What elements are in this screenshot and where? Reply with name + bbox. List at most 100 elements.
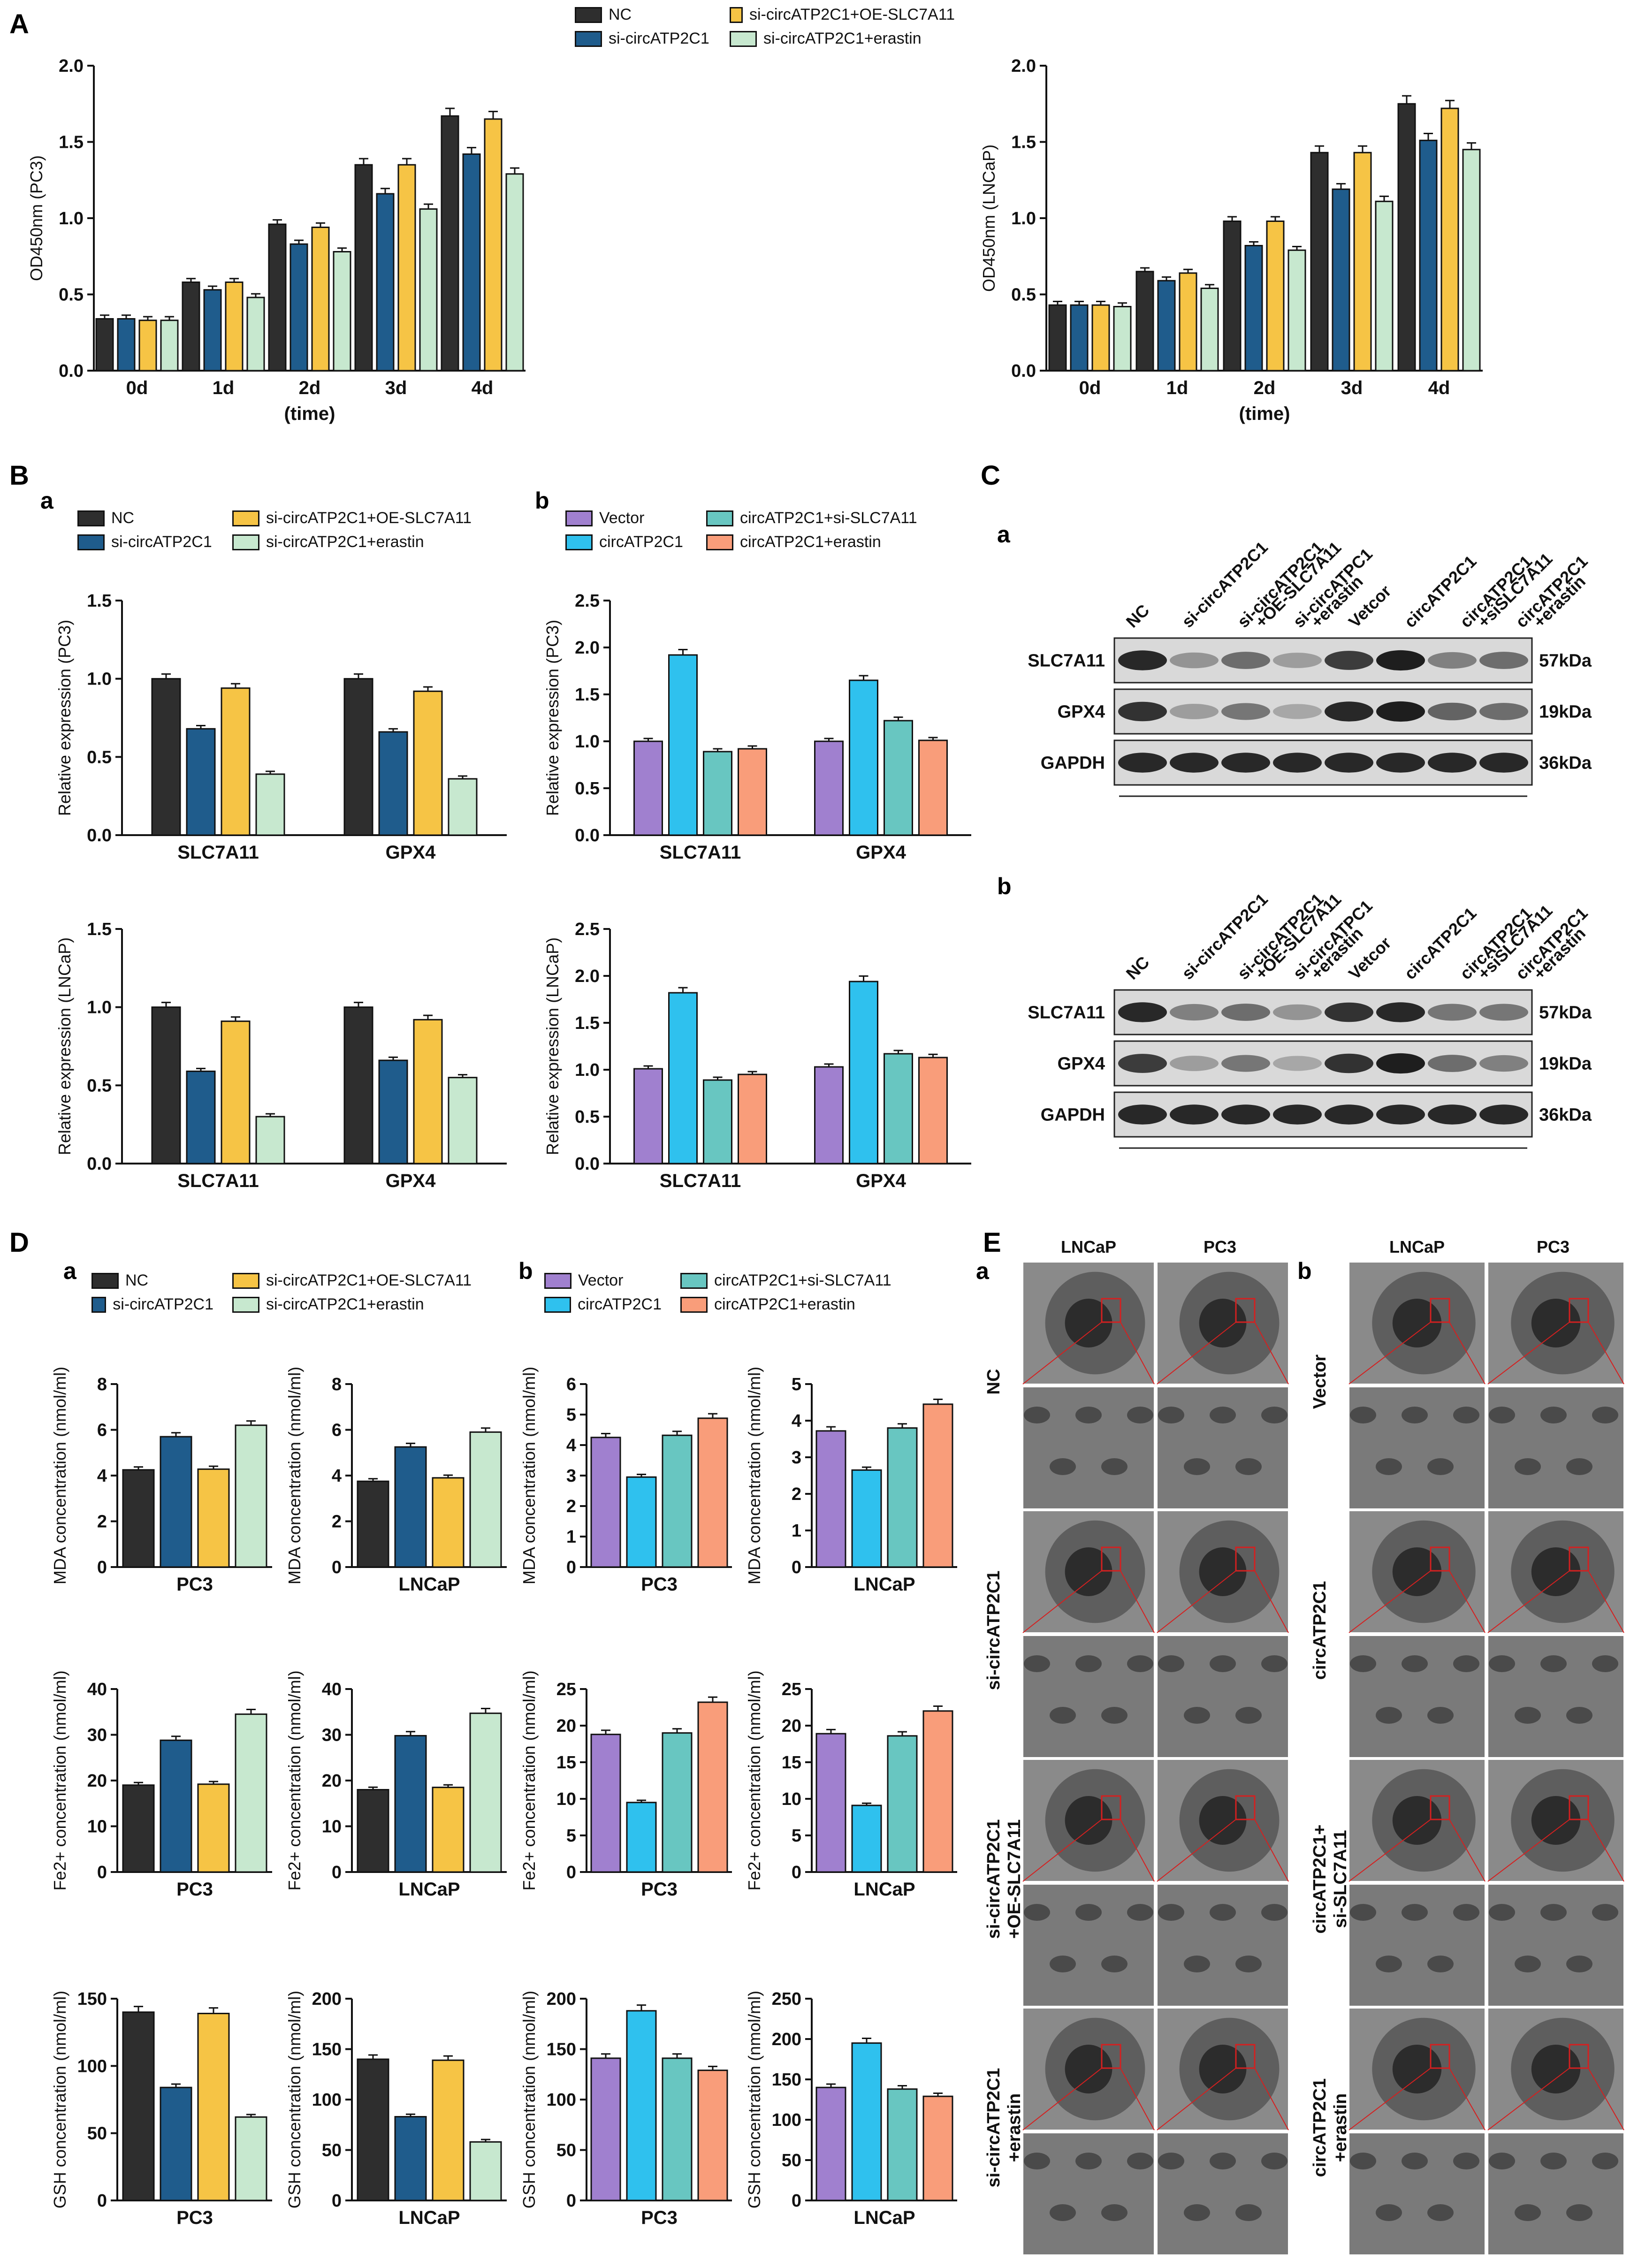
bar <box>662 1434 693 1568</box>
blot-size-label: 57kDa <box>1539 1003 1592 1023</box>
bar <box>397 164 416 372</box>
tem-mitochondrion <box>1540 1655 1567 1672</box>
y-tick-label: 2.5 <box>575 920 600 939</box>
chart-svg: 0.0 0.5 1.0 1.5 2.0 2.5 Relative expression (P… <box>543 591 971 863</box>
blot-band <box>1325 701 1373 722</box>
legend-label: NC <box>111 509 135 527</box>
y-tick-label: 3 <box>792 1448 801 1468</box>
bar <box>851 1469 882 1568</box>
bar <box>626 1476 657 1568</box>
tem-zoom <box>1157 2132 1289 2255</box>
tem-mitochondrion <box>1592 1904 1618 1921</box>
legend-label: circATP2C1 <box>578 1295 662 1313</box>
tem-mitochondrion <box>1515 2204 1541 2221</box>
tem-mitochondrion <box>1515 1956 1541 1972</box>
tem-row-label: circATP2C1 <box>1310 1581 1330 1680</box>
chart-D8: 0 5 10 15 20 25 Fe2+ concentration (nmol/ml) LN… <box>741 1628 967 1919</box>
tem-col-label: LNCaP <box>1389 1237 1445 1256</box>
bar <box>235 2116 267 2201</box>
bar <box>469 1712 502 1873</box>
chart-svg: 0 10 20 30 40 Fe2+ concentration (nmol/ml) LNC… <box>285 1670 507 1900</box>
legend-item: circATP2C1 <box>565 533 687 551</box>
bar <box>738 1073 767 1164</box>
blot-band <box>1273 704 1322 719</box>
x-tick-label: 4d <box>1428 378 1450 398</box>
tem-mitochondrion <box>1158 1904 1184 1921</box>
tem-zoom-line <box>1487 1322 1570 1385</box>
y-tick-label: 200 <box>547 1989 576 2009</box>
bar <box>1440 107 1459 372</box>
tem-mitochondrion <box>1350 2153 1376 2169</box>
tem-zoom-line <box>1157 1570 1236 1633</box>
blot-band <box>1221 753 1270 773</box>
bar <box>703 751 732 836</box>
y-tick-label: 0.0 <box>575 1154 600 1174</box>
tem-mitochondrion <box>1184 1458 1210 1475</box>
tem-row-label: +OE-SLC7A11 <box>1005 1819 1024 1939</box>
tem-mitochondrion <box>1210 1904 1236 1921</box>
blot-band <box>1479 1104 1528 1125</box>
blot-band <box>1273 753 1322 773</box>
chart-svg: 0.0 0.5 1.0 1.5 Relative expression (LNCaP) S… <box>55 920 507 1191</box>
bar <box>160 1436 192 1568</box>
legend-swatch <box>232 510 259 526</box>
blot-strip <box>1113 637 1533 684</box>
tem-mitochondrion <box>1101 2204 1128 2221</box>
bar <box>432 2059 465 2201</box>
legend-swatch <box>575 7 602 23</box>
blot-band <box>1325 1104 1373 1125</box>
y-tick-label: 6 <box>97 1421 107 1440</box>
tem-mitochondrion <box>1075 1655 1102 1672</box>
blot-band <box>1170 652 1219 669</box>
bar <box>703 1079 732 1164</box>
tem-nucleus <box>1065 2045 1112 2093</box>
bar <box>160 1739 192 1873</box>
blot-size-label: 36kDa <box>1539 753 1592 773</box>
bar <box>469 1431 502 1568</box>
tem-zoom-line <box>1449 1570 1486 1633</box>
y-tick-label: 0 <box>97 2191 107 2211</box>
bar <box>394 2116 427 2201</box>
tem-nucleus <box>1199 2045 1247 2093</box>
chart-svg: 0 10 20 30 40 Fe2+ concentration (nmol/ml) PC3 <box>50 1670 272 1900</box>
blot-size-label: 19kDa <box>1539 702 1592 722</box>
panel-label-B: B <box>9 460 29 491</box>
y-tick-label: 0 <box>792 1863 801 1882</box>
tem-zoom-line <box>1588 1570 1624 1633</box>
blot-band <box>1428 702 1477 721</box>
tem-mitochondrion <box>1566 2204 1592 2221</box>
tem-roi-box <box>1569 1795 1589 1820</box>
legend-swatch <box>680 1272 708 1289</box>
bar <box>626 1802 657 1873</box>
legend-label: circATP2C1 <box>599 533 683 551</box>
tem-mitochondrion <box>1427 1956 1454 1972</box>
x-tick-label: LNCaP <box>398 1574 460 1595</box>
bar <box>117 318 136 372</box>
tem-mitochondrion <box>1158 1655 1184 1672</box>
tem-zoom-line <box>1487 2068 1570 2131</box>
legend-item: si-circATP2C1 <box>575 30 711 48</box>
blot-band <box>1428 1004 1477 1021</box>
legend-Ba: NC si-circATP2C1+OE-SLC7A11 si-circATP2C… <box>77 509 500 557</box>
bar <box>197 1468 230 1568</box>
chart-D1: 0 2 4 6 8 MDA concentration (nmol/ml) PC3 <box>47 1323 282 1614</box>
y-axis-label: MDA concentration (nmol/ml) <box>50 1367 69 1584</box>
tem-zoom-line <box>1449 1322 1486 1385</box>
tem-nucleus <box>1065 1299 1112 1347</box>
y-tick-label: 0.0 <box>87 826 112 845</box>
tem-mitochondrion <box>1261 1904 1288 1921</box>
blot-band <box>1479 1004 1528 1021</box>
tem-zoom-line <box>1022 1322 1102 1385</box>
tem-mitochondrion <box>1402 1407 1428 1423</box>
chart-svg: 0 1 2 3 4 5 MDA concentration (nmol/ml) LNCaP <box>745 1367 957 1595</box>
tem-zoom-line <box>1157 1819 1236 1882</box>
tem-zoom-line <box>1254 1819 1289 1882</box>
legend-swatch <box>565 534 593 550</box>
tem-roi-box <box>1430 1298 1450 1323</box>
y-tick-label: 20 <box>782 1716 801 1736</box>
tem-mitochondrion <box>1489 1655 1515 1672</box>
tem-roi-box <box>1569 1546 1589 1572</box>
blot-svg: NC si-circATP2C1si-circATP2C1+OE-SLC7A11s… <box>1028 538 1592 826</box>
y-tick-label: 2 <box>97 1512 107 1532</box>
